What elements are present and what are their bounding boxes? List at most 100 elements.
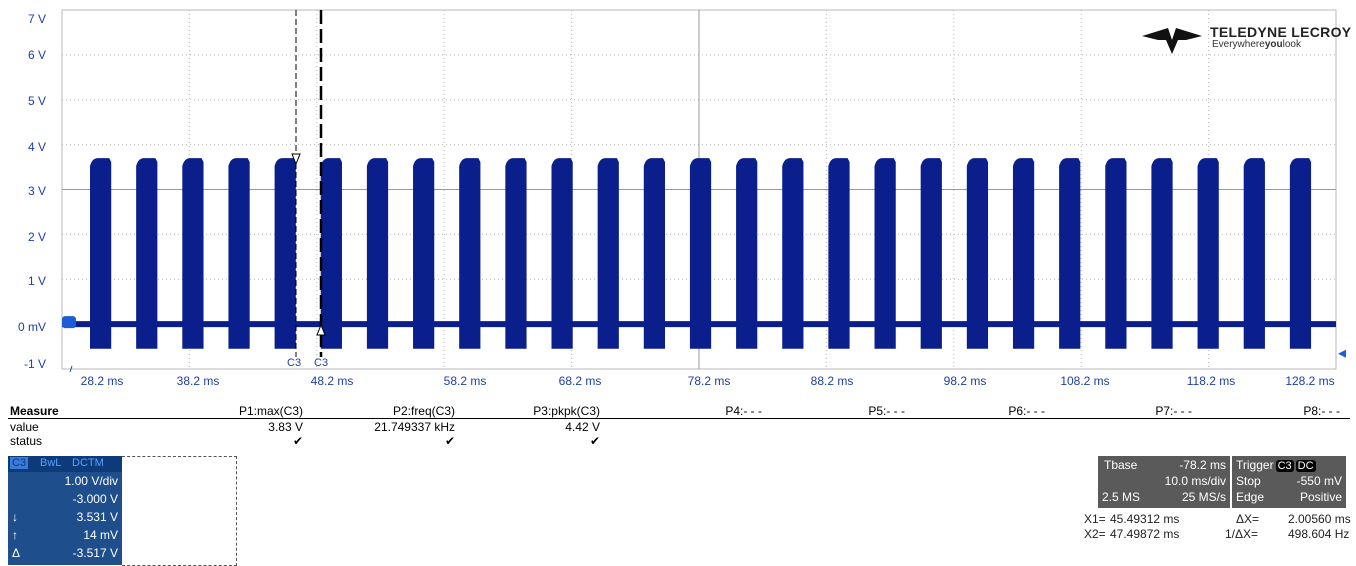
row-label-status: status bbox=[10, 434, 43, 448]
burst-mark bbox=[966, 158, 989, 349]
y-tick: 1 V bbox=[27, 274, 46, 288]
param-status-check-icon: ✔ bbox=[444, 434, 455, 448]
dx-value: 2.00560 ms bbox=[1288, 512, 1351, 526]
burst-mark bbox=[459, 158, 481, 349]
y-tick: 7 V bbox=[27, 12, 46, 26]
channel-header[interactable]: C3 BwL DCTM bbox=[8, 456, 122, 472]
empty-descriptor-slot[interactable] bbox=[122, 456, 237, 566]
param-value: 4.42 V bbox=[565, 420, 600, 434]
measure-divider bbox=[8, 418, 1350, 419]
timebase-descriptor[interactable]: Tbase -78.2 ms 10.0 ms/div 2.5 MS 25 MS/… bbox=[1098, 456, 1230, 508]
channel-offset: -3.000 V bbox=[72, 492, 118, 506]
timebase-rate: 25 MS/s bbox=[1181, 490, 1226, 504]
x-start-arrow-icon bbox=[69, 365, 73, 373]
x2-label: X2= bbox=[1084, 527, 1106, 541]
burst-mark bbox=[1059, 158, 1081, 349]
trigger-source-badge: C3 bbox=[1275, 460, 1294, 472]
param-header[interactable]: P7:- - - bbox=[1155, 404, 1192, 418]
x-tick: 88.2 ms bbox=[810, 374, 854, 388]
channel-c3-descriptor[interactable]: 1.00 V/div -3.000 V ↓ 3.531 V ↑ 14 mV Δ … bbox=[8, 456, 122, 565]
burst-mark bbox=[413, 158, 435, 349]
burst-mark bbox=[136, 158, 158, 349]
param-status-check-icon: ✔ bbox=[589, 434, 600, 448]
param-header[interactable]: P2:freq(C3) bbox=[392, 404, 455, 418]
y-tick: -1 V bbox=[23, 357, 46, 371]
cursor-2-arrow-icon bbox=[316, 323, 326, 336]
cursor-label-2: C3 bbox=[314, 357, 329, 369]
inv-dx-label: 1/ΔX= bbox=[1225, 527, 1259, 541]
timebase-label: Tbase bbox=[1104, 458, 1138, 472]
timebase-samples: 2.5 MS bbox=[1102, 490, 1141, 504]
param-header[interactable]: P1:max(C3) bbox=[238, 404, 303, 418]
burst-mark bbox=[320, 158, 342, 349]
cursor2-voltage: 14 mV bbox=[83, 528, 118, 542]
x-tick: 108.2 ms bbox=[1060, 374, 1110, 388]
brand-tagline: Everywhereyoulook bbox=[1212, 39, 1301, 50]
x1-value: 45.49312 ms bbox=[1110, 512, 1180, 526]
brand-name: TELEDYNE LECROY bbox=[1210, 24, 1352, 40]
trigger-descriptor[interactable]: Trigger C3 DC Stop -550 mV Edge Positive bbox=[1232, 456, 1346, 508]
cursor-label-1: C3 bbox=[287, 357, 302, 369]
burst-mark bbox=[1151, 158, 1173, 349]
burst-mark bbox=[736, 158, 758, 349]
burst-mark bbox=[920, 158, 942, 349]
burst-mark bbox=[782, 158, 804, 349]
waveform-grid[interactable] bbox=[0, 0, 1356, 400]
scope-display[interactable]: 7 V 6 V 5 V 4 V 3 V 2 V 1 V 0 mV -1 V 28… bbox=[0, 0, 1356, 400]
trigger-type: Edge bbox=[1236, 490, 1265, 504]
param-value: 21.749337 kHz bbox=[374, 420, 455, 434]
x-tick: 118.2 ms bbox=[1186, 374, 1236, 388]
param-header[interactable]: P6:- - - bbox=[1008, 404, 1045, 418]
x-tick: 58.2 ms bbox=[443, 374, 487, 388]
y-tick: 6 V bbox=[27, 48, 46, 62]
inv-dx-value: 498.604 Hz bbox=[1288, 527, 1350, 541]
y-tick: 4 V bbox=[27, 140, 46, 154]
trigger-mode: Stop bbox=[1236, 474, 1261, 488]
burst-mark bbox=[1243, 158, 1265, 349]
burst-mark bbox=[274, 158, 296, 349]
cursor-down-icon: ↓ bbox=[12, 510, 18, 524]
measure-title: Measure bbox=[10, 404, 59, 418]
x-tick: 128.2 ms bbox=[1285, 374, 1335, 388]
trigger-level-marker-icon[interactable] bbox=[1338, 349, 1346, 358]
burst-mark bbox=[1012, 158, 1035, 349]
x-tick: 48.2 ms bbox=[310, 374, 354, 388]
burst-mark bbox=[228, 158, 250, 349]
x-tick: 28.2 ms bbox=[80, 374, 124, 388]
burst-mark bbox=[90, 158, 112, 349]
bandwidth-limit-badge: BwL bbox=[40, 457, 62, 469]
param-header[interactable]: P5:- - - bbox=[868, 404, 905, 418]
x2-value: 47.49872 ms bbox=[1110, 527, 1180, 541]
burst-mark bbox=[505, 158, 527, 349]
timebase-div: 10.0 ms/div bbox=[1164, 474, 1226, 488]
timebase-delay: -78.2 ms bbox=[1179, 458, 1226, 472]
teledyne-lecroy-logo: TELEDYNE LECROY Everywhereyoulook bbox=[1140, 24, 1351, 58]
burst-mark bbox=[1289, 158, 1312, 349]
channel-scale: 1.00 V/div bbox=[64, 474, 118, 488]
teledyne-logo-icon bbox=[1142, 28, 1202, 54]
trigger-coupling-badge: DC bbox=[1295, 460, 1316, 472]
y-tick: 2 V bbox=[27, 230, 46, 244]
ground-marker-icon[interactable] bbox=[62, 316, 76, 329]
y-tick: 3 V bbox=[27, 184, 46, 198]
burst-mark bbox=[597, 158, 619, 349]
cursor-up-icon: ↑ bbox=[12, 528, 18, 542]
coupling-badge: DCTM bbox=[72, 457, 104, 469]
delta-voltage: -3.517 V bbox=[72, 546, 118, 560]
burst-mark bbox=[551, 158, 573, 349]
row-label-value: value bbox=[10, 420, 39, 434]
param-header[interactable]: P8:- - - bbox=[1303, 404, 1340, 418]
burst-mark bbox=[689, 158, 712, 349]
burst-mark bbox=[182, 158, 204, 349]
trigger-label: Trigger bbox=[1236, 458, 1274, 472]
measure-table: Measure value status P1:max(C3) 3.83 V ✔… bbox=[0, 404, 1356, 456]
x-tick: 68.2 ms bbox=[558, 374, 602, 388]
param-header[interactable]: P3:pkpk(C3) bbox=[533, 404, 600, 418]
x-tick: 38.2 ms bbox=[176, 374, 220, 388]
burst-mark bbox=[366, 158, 389, 349]
param-header[interactable]: P4:- - - bbox=[725, 404, 762, 418]
param-value: 3.83 V bbox=[268, 420, 303, 434]
param-status-check-icon: ✔ bbox=[292, 434, 303, 448]
dx-label: ΔX= bbox=[1236, 512, 1260, 526]
x1-label: X1= bbox=[1084, 512, 1106, 526]
